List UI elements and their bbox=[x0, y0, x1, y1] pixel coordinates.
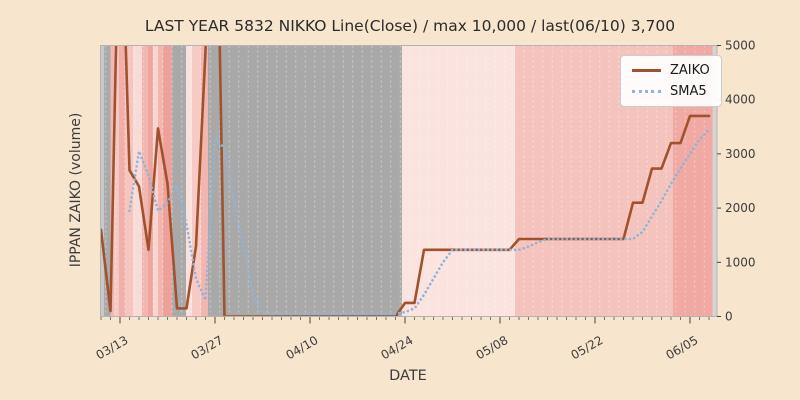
day-band bbox=[152, 45, 158, 317]
x-tick-label: 04/10 bbox=[284, 333, 321, 362]
day-band bbox=[114, 45, 119, 317]
x-tick-label: 05/22 bbox=[569, 333, 606, 362]
day-band bbox=[118, 45, 126, 317]
plot-border bbox=[100, 45, 718, 317]
y-tick-label: 4000 bbox=[725, 93, 756, 107]
x-axis-label: DATE bbox=[389, 368, 427, 384]
y-axis-label: IPPAN ZAIKO (volume) bbox=[68, 113, 84, 268]
chart-title: LAST YEAR 5832 NIKKO Line(Close) / max 1… bbox=[145, 17, 675, 35]
day-band bbox=[192, 45, 202, 317]
legend-entry-zaiko: ZAIKO bbox=[632, 64, 710, 77]
y-tick-labels: 0 1000 2000 3000 4000 5000 bbox=[725, 39, 756, 324]
day-band bbox=[133, 45, 143, 317]
x-tick-label: 03/27 bbox=[189, 333, 226, 362]
day-band bbox=[148, 45, 153, 317]
day-band bbox=[712, 45, 717, 317]
y-tick-label: 0 bbox=[725, 310, 733, 324]
day-band bbox=[171, 45, 187, 317]
plot-frame bbox=[100, 45, 718, 317]
zaiko-line-swatch-icon bbox=[632, 69, 661, 72]
sma5-line bbox=[128, 128, 711, 316]
y-tick-label: 2000 bbox=[725, 201, 756, 215]
day-band bbox=[186, 45, 193, 317]
day-band bbox=[100, 45, 105, 317]
series-lines bbox=[100, 45, 711, 317]
legend-entry-sma5: SMA5 bbox=[632, 85, 710, 98]
axis-ticks bbox=[100, 45, 721, 324]
legend-label-zaiko: ZAIKO bbox=[670, 63, 710, 78]
day-band bbox=[201, 45, 208, 317]
day-band bbox=[125, 45, 134, 317]
x-tick-label: 05/08 bbox=[474, 333, 511, 362]
y-tick-label: 1000 bbox=[725, 255, 756, 269]
day-band bbox=[158, 45, 164, 317]
x-tick-label: 03/13 bbox=[94, 333, 131, 362]
x-tick-labels: 03/13 03/27 04/10 04/24 05/08 05/22 06/05 bbox=[94, 333, 701, 362]
day-band bbox=[142, 45, 149, 317]
x-tick-label: 06/05 bbox=[664, 333, 701, 362]
legend: ZAIKO SMA5 bbox=[620, 55, 722, 107]
day-band bbox=[104, 45, 111, 317]
y-tick-label: 5000 bbox=[725, 39, 756, 53]
background-bands bbox=[100, 45, 717, 317]
sma5-line-swatch-icon bbox=[632, 90, 661, 93]
legend-label-sma5: SMA5 bbox=[670, 84, 707, 99]
x-tick-label: 04/24 bbox=[379, 333, 416, 362]
y-tick-label: 3000 bbox=[725, 147, 756, 161]
day-band bbox=[207, 45, 402, 317]
